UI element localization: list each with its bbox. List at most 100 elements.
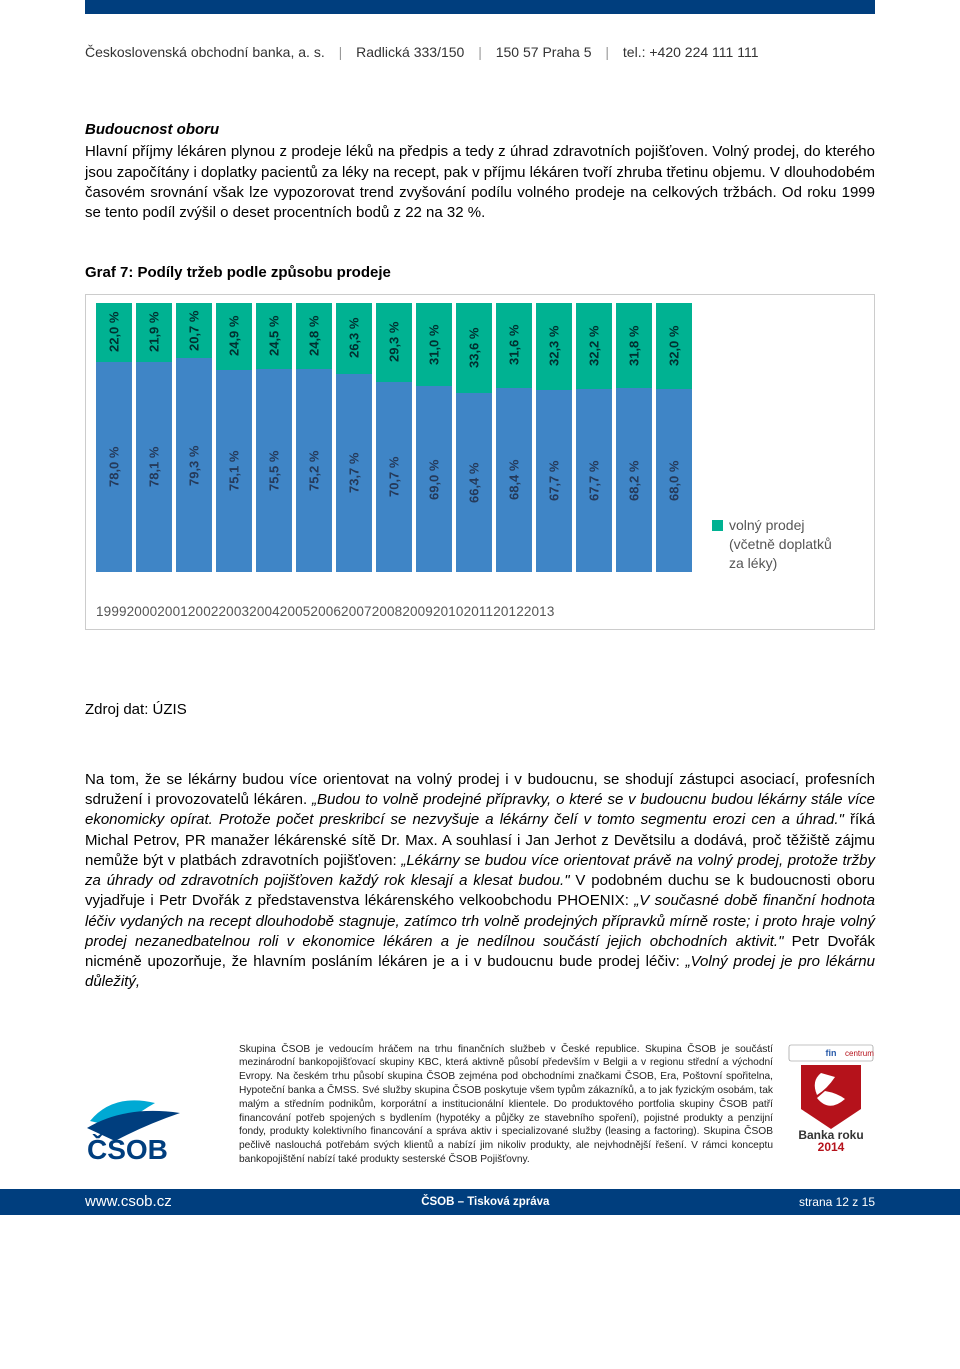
- bar-column: 26,3 % 73,7 %: [334, 303, 374, 573]
- svg-text:2014: 2014: [818, 1140, 845, 1153]
- bar-segment-bottom: 68,2 %: [616, 388, 652, 572]
- bar-bottom-label: 78,0 %: [105, 447, 123, 487]
- bar-bottom-label: 67,7 %: [585, 461, 603, 501]
- legend-label: volný prodej (včetně doplatků za léky): [729, 516, 842, 573]
- bar-column: 24,5 % 75,5 %: [254, 303, 294, 573]
- bar-top-label: 21,9 %: [145, 312, 163, 352]
- bar-column: 31,0 % 69,0 %: [414, 303, 454, 573]
- bar-segment-bottom: 68,4 %: [496, 388, 532, 573]
- bar-bottom-label: 75,5 %: [265, 450, 283, 490]
- separator: |: [605, 44, 609, 60]
- bar-bottom-label: 75,1 %: [225, 451, 243, 491]
- bar-bottom-label: 67,7 %: [545, 461, 563, 501]
- bar-bottom-label: 75,2 %: [305, 451, 323, 491]
- bar-column: 33,6 % 66,4 %: [454, 303, 494, 573]
- svg-text:fin: fin: [826, 1048, 837, 1058]
- bar-bottom-label: 79,3 %: [185, 445, 203, 485]
- page-footer-bar: www.csob.cz ČSOB – Tisková zpráva strana…: [0, 1189, 960, 1215]
- bar-top-label: 24,5 %: [265, 315, 283, 355]
- bar-top-label: 24,9 %: [225, 316, 243, 356]
- award-icon: fin centrum Banka roku 2014: [787, 1043, 875, 1153]
- top-accent-bar: [85, 0, 875, 14]
- svg-text:centrum: centrum: [845, 1049, 874, 1058]
- bar-segment-top: 31,0 %: [416, 303, 452, 387]
- bar-column: 32,0 % 68,0 %: [654, 303, 694, 573]
- bar-segment-bottom: 78,0 %: [96, 362, 132, 573]
- bar-segment-bottom: 75,2 %: [296, 369, 332, 572]
- bar-top-label: 32,0 %: [665, 325, 683, 365]
- bar-segment-bottom: 73,7 %: [336, 374, 372, 573]
- award-badge: fin centrum Banka roku 2014: [787, 1043, 875, 1153]
- footer-url: www.csob.cz: [85, 1193, 172, 1210]
- bar-column: 21,9 % 78,1 %: [134, 303, 174, 573]
- logo-container: ČSOB: [85, 1043, 225, 1163]
- page: Československá obchodní banka, a. s. | R…: [0, 0, 960, 1215]
- legend-swatch: [712, 520, 723, 531]
- bar-bottom-label: 68,4 %: [505, 460, 523, 500]
- bar-segment-bottom: 68,0 %: [656, 389, 692, 573]
- telephone: tel.: +420 224 111 111: [623, 44, 759, 60]
- bar-column: 20,7 % 79,3 %: [174, 303, 214, 573]
- footer-doc-title: ČSOB – Tisková zpráva: [421, 1196, 549, 1208]
- chart-container: 22,0 % 78,0 % 21,9 % 78,1 % 20,7 % 79,3 % 24,9…: [85, 294, 875, 630]
- bar-segment-top: 32,3 %: [536, 303, 572, 390]
- bar-segment-top: 33,6 %: [456, 303, 492, 394]
- bar-segment-top: 26,3 %: [336, 303, 372, 374]
- bar-top-label: 26,3 %: [345, 318, 363, 358]
- bar-top-label: 31,8 %: [625, 325, 643, 365]
- bar-column: 32,3 % 67,7 %: [534, 303, 574, 573]
- company-name: Československá obchodní banka, a. s.: [85, 44, 325, 60]
- bar-top-label: 22,0 %: [105, 312, 123, 352]
- bar-bottom-label: 70,7 %: [385, 457, 403, 497]
- legend-item: volný prodej (včetně doplatků za léky): [712, 516, 842, 573]
- bars-area: 22,0 % 78,0 % 21,9 % 78,1 % 20,7 % 79,3 % 24,9…: [94, 303, 694, 573]
- bar-segment-bottom: 75,1 %: [216, 370, 252, 573]
- bar-segment-bottom: 70,7 %: [376, 382, 412, 573]
- bar-bottom-label: 68,2 %: [625, 460, 643, 500]
- letterhead: Československá obchodní banka, a. s. | R…: [85, 44, 960, 60]
- bar-segment-top: 20,7 %: [176, 303, 212, 359]
- bar-segment-top: 22,0 %: [96, 303, 132, 362]
- section-heading: Budoucnost oboru: [85, 120, 875, 140]
- bar-column: 31,6 % 68,4 %: [494, 303, 534, 573]
- intro-paragraph: Hlavní příjmy lékáren plynou z prodeje l…: [85, 142, 875, 223]
- bar-column: 24,8 % 75,2 %: [294, 303, 334, 573]
- bar-segment-top: 31,8 %: [616, 303, 652, 389]
- bar-segment-top: 24,8 %: [296, 303, 332, 370]
- separator: |: [339, 44, 343, 60]
- bar-segment-bottom: 66,4 %: [456, 393, 492, 572]
- bar-segment-top: 24,9 %: [216, 303, 252, 370]
- bar-column: 29,3 %70,7 %: [374, 303, 414, 573]
- bar-segment-bottom: 78,1 %: [136, 362, 172, 573]
- body-paragraph: Na tom, že se lékárny budou více oriento…: [85, 770, 875, 993]
- bar-top-label: 31,6 %: [505, 325, 523, 365]
- bar-segment-top: 21,9 %: [136, 303, 172, 362]
- chart-legend: volný prodej (včetně doplatků za léky): [712, 426, 842, 573]
- logo-text: ČSOB: [87, 1133, 168, 1163]
- bar-top-label: 32,3 %: [545, 326, 563, 366]
- bar-top-label: 31,0 %: [425, 324, 443, 364]
- chart-xaxis: 1999200020012002200320042005200620072008…: [94, 603, 866, 621]
- bar-top-label: 20,7 %: [185, 310, 203, 350]
- chart-title: Graf 7: Podíly tržeb podle způsobu prode…: [85, 263, 875, 283]
- data-source: Zdroj dat: ÚZIS: [85, 700, 875, 720]
- bar-bottom-label: 73,7 %: [345, 453, 363, 493]
- bar-column: 22,0 % 78,0 %: [94, 303, 134, 573]
- footer-page-number: strana 12 z 15: [799, 1195, 875, 1209]
- bar-column: 31,8 % 68,2 %: [614, 303, 654, 573]
- chart-body: 22,0 % 78,0 % 21,9 % 78,1 % 20,7 % 79,3 % 24,9…: [94, 303, 866, 573]
- bar-top-label: 33,6 %: [465, 328, 483, 368]
- bar-segment-bottom: 69,0 %: [416, 386, 452, 572]
- bar-segment-top: 32,0 %: [656, 303, 692, 389]
- bar-bottom-label: 66,4 %: [465, 463, 483, 503]
- separator: |: [478, 44, 482, 60]
- bar-bottom-label: 68,0 %: [665, 460, 683, 500]
- bar-segment-top: 32,2 %: [576, 303, 612, 390]
- bar-top-label: 24,8 %: [305, 316, 323, 356]
- bar-segment-top: 31,6 %: [496, 303, 532, 388]
- bar-segment-bottom: 75,5 %: [256, 369, 292, 573]
- bar-column: 32,2 % 67,7 %: [574, 303, 614, 573]
- main-content: Budoucnost oboru Hlavní příjmy lékáren p…: [85, 120, 875, 1167]
- bar-segment-top: 24,5 %: [256, 303, 292, 369]
- bar-segment-bottom: 67,7 %: [576, 389, 612, 572]
